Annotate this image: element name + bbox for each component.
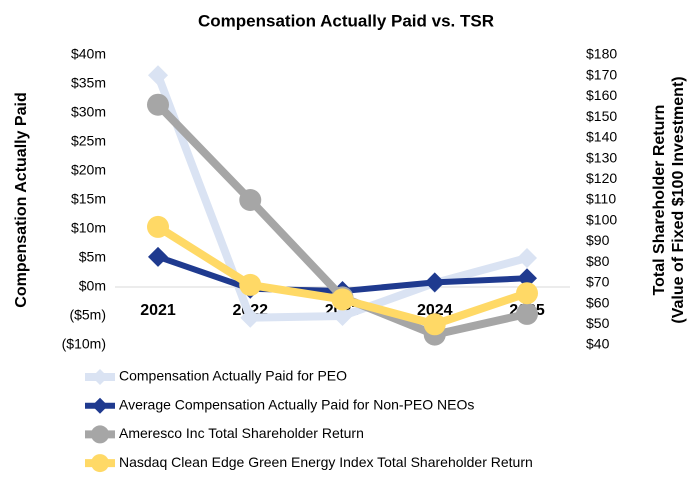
y-tick-label: $10m bbox=[71, 220, 106, 236]
y-tick-label: $0m bbox=[79, 278, 106, 294]
y-tick-label: $20m bbox=[71, 162, 106, 178]
marker bbox=[516, 302, 538, 325]
y2-tick-label: $110 bbox=[586, 191, 616, 207]
y-tick-label: $15m bbox=[71, 191, 106, 207]
y2-tick-label: $180 bbox=[586, 46, 617, 62]
y2-tick-label: $80 bbox=[586, 253, 610, 269]
y2-tick-label: $130 bbox=[586, 149, 617, 165]
x-tick-label: 2024 bbox=[417, 302, 453, 319]
marker bbox=[148, 246, 168, 267]
marker bbox=[423, 313, 446, 336]
marker bbox=[516, 282, 538, 305]
y-axis-title: Compensation Actually Paid bbox=[13, 92, 30, 307]
y2-tick-label: $160 bbox=[586, 87, 617, 103]
y-tick-label: $5m bbox=[79, 249, 106, 265]
marker bbox=[424, 272, 445, 293]
y2-tick-label: $60 bbox=[586, 294, 610, 310]
marker bbox=[147, 93, 169, 116]
y2-tick-label: $40 bbox=[586, 336, 610, 352]
y2-axis-title: (Value of Fixed $100 Investment) bbox=[670, 76, 687, 323]
marker bbox=[332, 306, 353, 326]
marker bbox=[239, 189, 262, 211]
y2-tick-label: $150 bbox=[586, 108, 617, 124]
y2-tick-label: $170 bbox=[586, 66, 617, 82]
y-tick-label: $30m bbox=[71, 104, 106, 120]
marker bbox=[517, 268, 537, 289]
legend-label: Average Compensation Actually Paid for N… bbox=[119, 396, 474, 412]
legend-marker bbox=[91, 425, 109, 444]
chart-title: Compensation Actually Paid vs. TSR bbox=[198, 11, 494, 30]
legend-marker bbox=[91, 454, 109, 473]
y-tick-label: ($5m) bbox=[69, 307, 106, 323]
marker bbox=[240, 307, 261, 328]
legend-label: Ameresco Inc Total Shareholder Return bbox=[119, 425, 364, 441]
marker bbox=[517, 248, 537, 268]
y2-tick-label: $140 bbox=[586, 129, 617, 145]
x-tick-label: 2021 bbox=[140, 302, 176, 319]
legend-marker bbox=[92, 397, 108, 414]
legend-label: Nasdaq Clean Edge Green Energy Index Tot… bbox=[119, 454, 533, 470]
marker bbox=[331, 288, 354, 311]
y2-tick-label: $100 bbox=[586, 211, 617, 227]
marker bbox=[239, 273, 262, 296]
y-tick-label: $25m bbox=[71, 133, 106, 149]
y-tick-label: ($10m) bbox=[62, 336, 106, 352]
y2-tick-label: $90 bbox=[586, 232, 610, 248]
legend-marker bbox=[92, 369, 108, 385]
legend-label: Compensation Actually Paid for PEO bbox=[119, 368, 347, 384]
y2-tick-label: $70 bbox=[586, 274, 610, 290]
marker bbox=[147, 215, 169, 238]
y2-tick-label: $120 bbox=[586, 170, 617, 186]
y2-tick-label: $50 bbox=[586, 315, 610, 331]
y2-axis-title: Total Shareholder Return bbox=[651, 105, 668, 296]
marker bbox=[148, 65, 168, 86]
y-tick-label: $40m bbox=[71, 46, 106, 62]
y-tick-label: $35m bbox=[71, 75, 106, 91]
